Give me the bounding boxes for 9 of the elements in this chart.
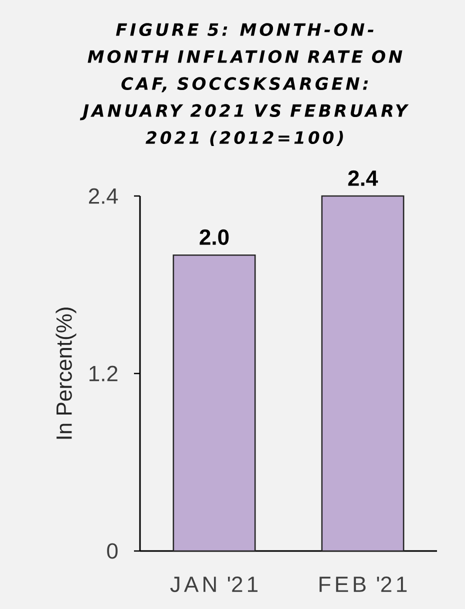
x-tick-label: FEB '21 [320,576,407,592]
y-tick-label: 2.4 [88,188,118,204]
y-axis-title: In Percent(%) [56,308,76,439]
data-label: 2.0 [200,229,229,245]
y-tick-label: 1.2 [90,366,118,382]
chart-title: FIGURE 5: MONTH-ON-MONTH INFLATION RATE ON CAF, SOCCSKSARGEN: JANUARY 2021 VS FEBRUARY 2021 (2012=100) [80,23,409,146]
y-tick-label: 0 [107,543,118,559]
x-tick-label: JAN '21 [170,576,258,592]
data-label: 2.4 [348,170,378,186]
